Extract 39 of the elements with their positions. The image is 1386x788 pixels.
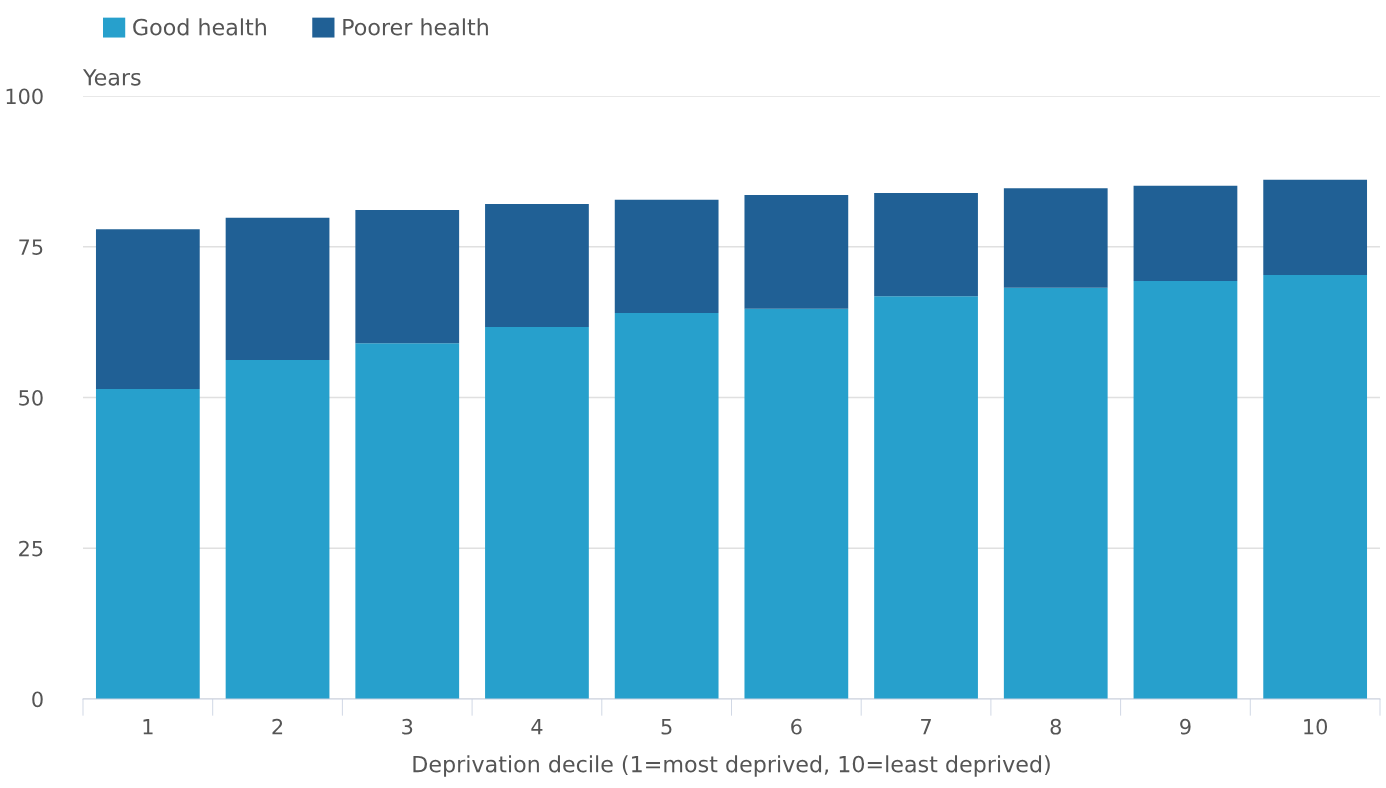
bar xyxy=(355,209,460,344)
bar xyxy=(874,296,978,699)
bar xyxy=(874,193,978,297)
bar xyxy=(614,313,719,699)
bar xyxy=(1003,188,1108,288)
bar xyxy=(95,229,200,390)
legend-label: Poorer health xyxy=(343,18,488,36)
y-tick-label: 50 xyxy=(19,389,43,406)
bar xyxy=(1263,179,1368,276)
x-tick-label: 10 xyxy=(1304,718,1328,735)
x-tick-label: 3 xyxy=(402,718,413,735)
x-tick-label: 9 xyxy=(1180,718,1191,735)
bar xyxy=(485,326,589,699)
bar xyxy=(744,308,849,699)
x-tick-label: 4 xyxy=(531,719,543,735)
bar xyxy=(1133,185,1238,282)
bar xyxy=(1133,281,1238,699)
bar xyxy=(1263,275,1368,699)
bar xyxy=(95,389,200,699)
y-tick-label: 100 xyxy=(6,88,43,105)
x-tick-label: 2 xyxy=(272,718,283,735)
bar xyxy=(355,343,460,699)
bar xyxy=(225,360,330,699)
x-tick-label: 5 xyxy=(661,719,672,735)
bar xyxy=(1003,287,1108,699)
bar xyxy=(614,199,719,314)
y-tick-label: 75 xyxy=(19,239,43,255)
x-axis-title: Deprivation decile (1=most deprived, 10=least deprived) xyxy=(413,755,1050,777)
x-tick-label: 7 xyxy=(921,719,931,735)
legend-label: Good health xyxy=(133,18,266,36)
bar xyxy=(485,203,589,327)
x-tick-label: 8 xyxy=(1050,718,1061,735)
x-tick-label: 6 xyxy=(791,718,802,735)
x-tick-label: 1 xyxy=(143,719,153,735)
y-tick-label: 0 xyxy=(32,691,43,708)
bar xyxy=(225,217,330,361)
y-axis-title: Years xyxy=(82,69,141,86)
y-tick-label: 25 xyxy=(19,540,43,557)
bar xyxy=(744,194,849,309)
